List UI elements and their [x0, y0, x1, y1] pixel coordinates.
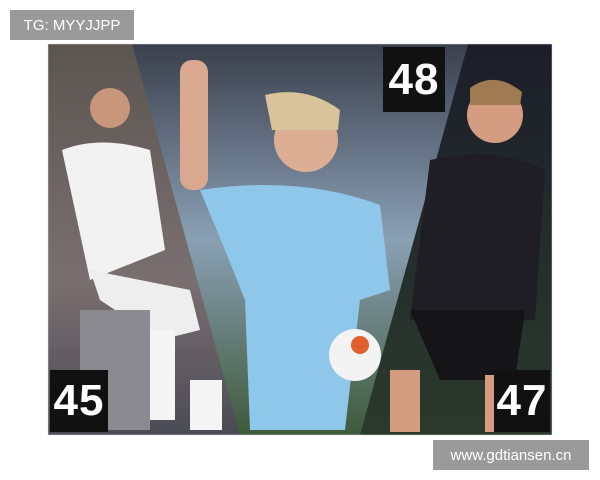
- watermark-top: TG: MYYJJPP: [10, 10, 134, 40]
- left-player: [62, 88, 222, 430]
- right-player: [390, 79, 545, 432]
- player-number: 48: [383, 47, 445, 112]
- middle-player: [180, 60, 390, 430]
- watermark-bottom: www.gdtiansen.cn: [433, 440, 589, 470]
- player-number: 47: [494, 370, 550, 432]
- frame: [47, 43, 553, 436]
- player-number: 45: [50, 370, 108, 432]
